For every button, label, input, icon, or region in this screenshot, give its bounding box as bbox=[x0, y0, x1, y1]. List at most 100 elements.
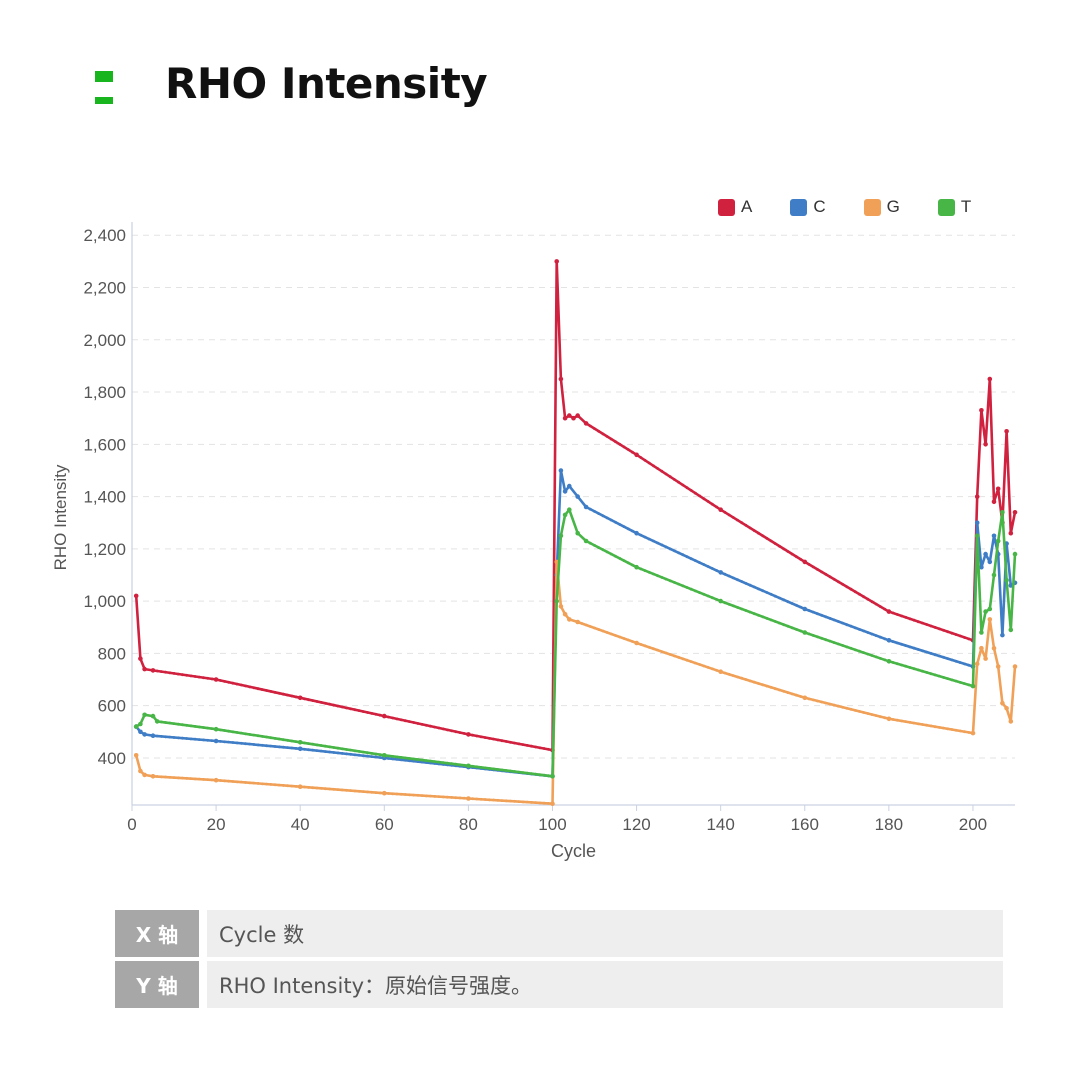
data-point-G bbox=[849, 707, 853, 711]
data-point-C bbox=[361, 754, 365, 758]
data-point-C bbox=[689, 557, 693, 561]
data-point-A bbox=[991, 499, 997, 505]
data-point-T bbox=[176, 722, 180, 726]
data-point-A bbox=[668, 475, 672, 479]
data-point-T bbox=[227, 729, 231, 733]
data-point-A bbox=[912, 618, 916, 622]
data-point-C bbox=[150, 733, 156, 738]
data-point-C bbox=[828, 617, 832, 620]
legend-item-G[interactable]: G bbox=[863, 197, 900, 217]
data-point-C bbox=[213, 738, 219, 744]
data-point-T bbox=[974, 533, 980, 539]
data-point-G bbox=[206, 778, 210, 781]
data-point-A bbox=[673, 478, 676, 481]
data-point-T bbox=[168, 721, 172, 725]
data-point-T bbox=[601, 548, 605, 552]
data-point-T bbox=[995, 538, 1001, 544]
data-point-G bbox=[504, 799, 508, 803]
data-point-T bbox=[832, 641, 836, 644]
data-point-G bbox=[845, 706, 849, 710]
data-point-A bbox=[769, 539, 773, 543]
data-point-C bbox=[609, 518, 613, 522]
data-point-T bbox=[618, 557, 622, 560]
data-point-A bbox=[979, 408, 984, 413]
data-point-A bbox=[995, 486, 1001, 492]
data-point-T bbox=[710, 596, 714, 600]
data-point-G bbox=[895, 718, 899, 722]
data-point-C bbox=[575, 494, 580, 499]
data-point-T bbox=[277, 737, 281, 741]
data-point-G bbox=[277, 783, 281, 787]
data-point-A bbox=[689, 489, 693, 492]
data-point-G bbox=[634, 640, 639, 646]
data-point-G bbox=[925, 723, 929, 727]
data-point-A bbox=[849, 587, 853, 591]
data-point-T bbox=[597, 546, 601, 549]
data-point-G bbox=[710, 667, 714, 671]
data-point-G bbox=[416, 793, 420, 797]
data-point-T bbox=[698, 591, 701, 594]
data-point-A bbox=[361, 710, 365, 713]
data-point-T bbox=[689, 587, 693, 591]
data-point-T bbox=[946, 677, 950, 680]
legend-swatch bbox=[937, 198, 955, 216]
data-point-G bbox=[904, 720, 908, 723]
data-point-G bbox=[260, 782, 264, 786]
data-point-C bbox=[647, 537, 651, 541]
data-point-T bbox=[900, 663, 903, 667]
data-point-A bbox=[967, 637, 971, 641]
data-point-T bbox=[433, 760, 437, 763]
legend-item-T[interactable]: T bbox=[937, 197, 971, 217]
data-point-T bbox=[244, 732, 247, 736]
data-point-T bbox=[1008, 627, 1014, 633]
data-point-A bbox=[150, 668, 156, 673]
data-point-G bbox=[328, 787, 331, 791]
data-point-T bbox=[446, 761, 449, 765]
data-point-A bbox=[643, 458, 647, 462]
data-point-C bbox=[765, 591, 769, 594]
data-point-G bbox=[517, 800, 521, 803]
data-point-T bbox=[567, 507, 572, 512]
data-point-A bbox=[176, 672, 180, 676]
axis-value-x: Cycle 数 bbox=[207, 910, 1003, 957]
data-point-C bbox=[142, 732, 147, 737]
data-point-T bbox=[820, 636, 823, 640]
data-point-C bbox=[319, 749, 323, 753]
data-point-G bbox=[958, 729, 962, 733]
x-axis-label: Cycle bbox=[551, 841, 596, 861]
data-point-T bbox=[862, 651, 865, 654]
legend-item-A[interactable]: A bbox=[718, 197, 752, 217]
data-point-A bbox=[349, 707, 352, 711]
data-point-G bbox=[193, 777, 197, 781]
data-point-T bbox=[303, 741, 306, 745]
data-point-T bbox=[328, 745, 331, 749]
legend-item-C[interactable]: C bbox=[790, 197, 826, 217]
data-point-T bbox=[319, 744, 323, 747]
data-point-T bbox=[282, 738, 285, 742]
data-point-C bbox=[197, 738, 201, 741]
data-point-T bbox=[231, 730, 235, 734]
data-point-G bbox=[736, 675, 739, 679]
data-point-T bbox=[723, 601, 727, 605]
data-point-A bbox=[664, 472, 668, 476]
data-point-T bbox=[575, 530, 580, 536]
data-point-T bbox=[488, 767, 491, 770]
data-point-A bbox=[193, 675, 197, 678]
data-point-C bbox=[223, 740, 226, 744]
data-point-G bbox=[496, 798, 500, 802]
data-point-T bbox=[454, 762, 458, 766]
data-point-T bbox=[290, 739, 294, 743]
data-point-A bbox=[509, 740, 512, 744]
data-point-C bbox=[908, 645, 912, 649]
data-point-G bbox=[778, 688, 781, 692]
data-point-G bbox=[614, 634, 617, 637]
data-point-G bbox=[639, 643, 643, 646]
data-point-G bbox=[248, 781, 252, 785]
y-tick-label: 1,200 bbox=[83, 540, 126, 559]
data-point-T bbox=[647, 570, 651, 574]
data-point-T bbox=[983, 609, 988, 614]
data-point-G bbox=[967, 731, 971, 734]
data-point-A bbox=[618, 442, 622, 446]
data-point-A bbox=[562, 415, 568, 421]
